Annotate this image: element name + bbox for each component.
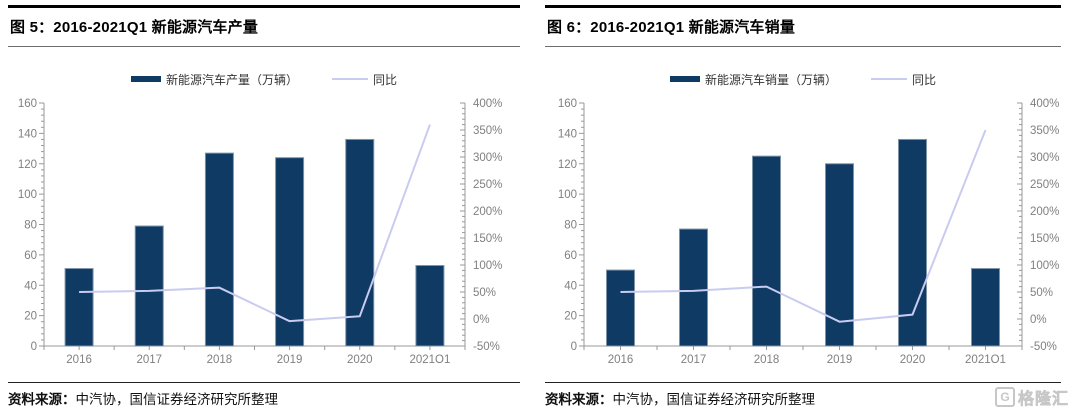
x-axis-category-label: 2018 bbox=[207, 354, 233, 363]
bar bbox=[606, 269, 635, 347]
left-axis-tick-label: 0 bbox=[31, 341, 37, 353]
left-axis-tick-label: 100 bbox=[558, 189, 577, 201]
x-axis-category-label: 2018 bbox=[754, 354, 780, 363]
source-label: 资料来源： bbox=[545, 392, 613, 408]
right-axis-tick-label: 300% bbox=[1030, 152, 1059, 164]
right-axis-tick-label: 150% bbox=[473, 233, 502, 245]
yoy-line bbox=[79, 124, 431, 323]
left-axis-tick-label: 60 bbox=[564, 250, 577, 262]
x-axis-category-label: 2019 bbox=[277, 354, 303, 363]
right-axis-tick-label: 0% bbox=[1030, 314, 1047, 326]
x-axis-category-label: 2021Q1 bbox=[965, 354, 1006, 363]
right-axis-tick-label: 100% bbox=[473, 260, 502, 272]
figure-header: 图 6：2016-2021Q1 新能源汽车销量 bbox=[545, 5, 1061, 47]
legend-line-label: 同比 bbox=[373, 72, 398, 87]
left-axis-tick-label: 160 bbox=[18, 98, 37, 110]
legend-item-bar-series: 新能源汽车销量（万辆） bbox=[669, 71, 837, 88]
source-label: 资料来源： bbox=[8, 392, 76, 408]
right-axis-tick-label: 200% bbox=[1030, 206, 1059, 218]
left-axis-tick-label: 40 bbox=[564, 280, 577, 292]
legend-item-bar-series: 新能源汽车产量（万辆） bbox=[130, 71, 298, 88]
legend-bar-swatch-icon bbox=[130, 76, 161, 82]
bar bbox=[679, 228, 708, 347]
right-axis-tick-label: 350% bbox=[473, 125, 502, 137]
source-text: 中汽协，国信证券经济研究所整理 bbox=[612, 392, 816, 408]
right-axis-tick-label: 250% bbox=[1030, 179, 1059, 191]
right-axis-tick-label: 0% bbox=[473, 314, 490, 326]
x-axis-category-label: 2020 bbox=[347, 354, 373, 363]
bar bbox=[64, 268, 94, 347]
sales-chart: 0 20 40 60 80 100 120 140 160 -50% 0% 50% 100% 150% 20… bbox=[558, 98, 1060, 363]
legend-line-label: 同比 bbox=[912, 72, 937, 87]
gelonghui-g-icon: G bbox=[995, 387, 1015, 407]
yoy-line bbox=[620, 129, 987, 323]
gelonghui-watermark: G 格隆汇 bbox=[995, 385, 1069, 409]
x-axis-category-label: 2019 bbox=[827, 354, 853, 363]
legend-bar-label: 新能源汽车销量（万辆） bbox=[704, 72, 837, 87]
left-axis-tick-label: 100 bbox=[18, 189, 37, 201]
left-axis-tick-label: 80 bbox=[564, 220, 577, 232]
sales-figure-panel: 图 6：2016-2021Q1 新能源汽车销量 新能源汽车销量（万辆） 同比 0… bbox=[545, 5, 1061, 408]
right-axis-tick-label: 200% bbox=[473, 206, 502, 218]
legend-item-line-series: 同比 bbox=[871, 71, 936, 88]
bar bbox=[345, 138, 375, 347]
bar bbox=[752, 155, 781, 347]
legend-bar-label: 新能源汽车产量（万辆） bbox=[165, 72, 298, 87]
left-axis-tick-label: 160 bbox=[558, 98, 577, 110]
left-axis-tick-label: 140 bbox=[558, 128, 577, 140]
right-axis-tick-label: 150% bbox=[1030, 233, 1059, 245]
left-axis-tick-label: 60 bbox=[24, 250, 37, 262]
figure-header: 图 5：2016-2021Q1 新能源汽车产量 bbox=[8, 5, 520, 47]
left-axis-tick-label: 80 bbox=[24, 220, 37, 232]
right-axis-tick-label: -50% bbox=[473, 341, 500, 353]
bar bbox=[898, 138, 927, 347]
left-axis-tick-label: 20 bbox=[24, 311, 37, 323]
figure-title: 图 5：2016-2021Q1 新能源汽车产量 bbox=[10, 19, 259, 36]
x-axis-category-label: 2020 bbox=[900, 354, 926, 363]
right-axis-tick-label: 50% bbox=[1030, 287, 1053, 299]
right-axis-tick-label: 100% bbox=[1030, 260, 1059, 272]
x-axis-category-label: 2016 bbox=[608, 354, 634, 363]
right-axis-tick-label: 250% bbox=[473, 179, 502, 191]
left-axis-tick-label: 40 bbox=[24, 280, 37, 292]
right-axis-tick-label: -50% bbox=[1030, 341, 1057, 353]
source-footer: 资料来源：中汽协，国信证券经济研究所整理 bbox=[545, 382, 1061, 408]
chart-legend: 新能源汽车销量（万辆） 同比 bbox=[545, 69, 1061, 89]
bar bbox=[415, 265, 445, 347]
legend-item-line-series: 同比 bbox=[332, 71, 397, 88]
left-axis-tick-label: 20 bbox=[564, 311, 577, 323]
figure-title: 图 6：2016-2021Q1 新能源汽车销量 bbox=[547, 19, 796, 36]
right-axis-tick-label: 400% bbox=[1030, 98, 1059, 110]
bar bbox=[275, 157, 305, 347]
x-axis-category-label: 2021Q1 bbox=[409, 354, 450, 363]
bar bbox=[971, 268, 1000, 347]
bar bbox=[204, 152, 234, 347]
bar bbox=[134, 225, 164, 347]
bar bbox=[825, 163, 854, 347]
x-axis-category-label: 2016 bbox=[66, 354, 92, 363]
legend-line-swatch-icon bbox=[332, 78, 368, 80]
left-axis-tick-label: 120 bbox=[18, 159, 37, 171]
left-axis-tick-label: 140 bbox=[18, 128, 37, 140]
left-axis-tick-label: 0 bbox=[571, 341, 577, 353]
right-axis-tick-label: 400% bbox=[473, 98, 502, 110]
left-axis-tick-label: 120 bbox=[558, 159, 577, 171]
x-axis-category-label: 2017 bbox=[681, 354, 707, 363]
production-figure-panel: 图 5：2016-2021Q1 新能源汽车产量 新能源汽车产量（万辆） 同比 0… bbox=[8, 5, 520, 408]
chart-legend: 新能源汽车产量（万辆） 同比 bbox=[8, 69, 520, 89]
gelonghui-watermark-text: 格隆汇 bbox=[1018, 391, 1070, 409]
right-axis-tick-label: 350% bbox=[1030, 125, 1059, 137]
source-text: 中汽协，国信证券经济研究所整理 bbox=[75, 392, 279, 408]
right-axis-tick-label: 300% bbox=[473, 152, 502, 164]
source-footer: 资料来源：中汽协，国信证券经济研究所整理 bbox=[8, 382, 520, 408]
legend-line-swatch-icon bbox=[871, 78, 907, 80]
legend-bar-swatch-icon bbox=[669, 76, 700, 82]
production-chart: 0 20 40 60 80 100 120 140 160 -50% 0% 50% 100% 150% 20… bbox=[18, 98, 503, 363]
x-axis-category-label: 2017 bbox=[136, 354, 162, 363]
right-axis-tick-label: 50% bbox=[473, 287, 496, 299]
